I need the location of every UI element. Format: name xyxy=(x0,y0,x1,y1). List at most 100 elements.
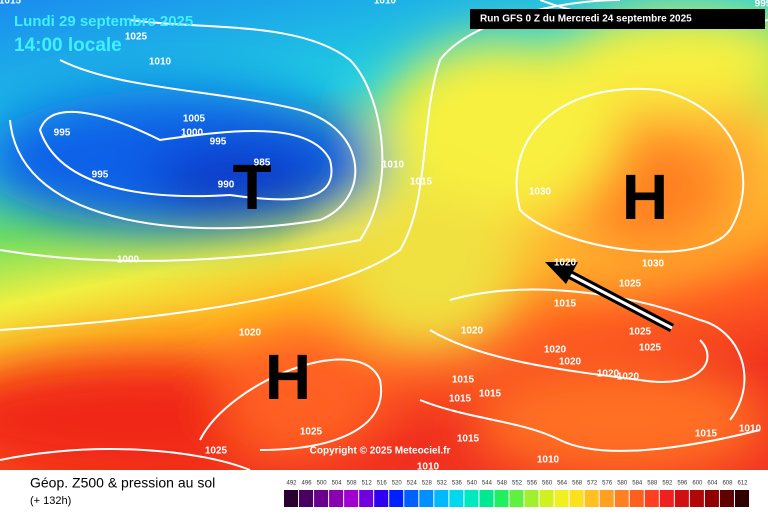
scale-cell xyxy=(734,490,749,507)
scale-cell xyxy=(674,490,689,507)
isobar-label: 990 xyxy=(218,180,235,191)
scale-label: 596 xyxy=(677,481,688,487)
scale-cell xyxy=(389,490,404,507)
scale-cell xyxy=(509,490,524,507)
scale-label: 592 xyxy=(662,481,673,487)
scale-label: 612 xyxy=(737,481,748,487)
scale-cell xyxy=(434,490,449,507)
isobar-label: 1020 xyxy=(617,372,640,383)
isobar-label: 1025 xyxy=(125,32,148,43)
scale-cell xyxy=(479,490,494,507)
scale-cell xyxy=(299,490,314,507)
scale-label: 540 xyxy=(467,481,478,487)
scale-label: 608 xyxy=(722,481,733,487)
pressure-system: H xyxy=(622,161,668,233)
run-box xyxy=(470,9,765,29)
scale-label: 508 xyxy=(347,481,358,487)
scale-label: 536 xyxy=(452,481,463,487)
scale-label: 588 xyxy=(647,481,658,487)
pressure-system: T xyxy=(232,151,271,223)
scale-label: 580 xyxy=(617,481,628,487)
isobar-label: 1010 xyxy=(382,160,405,171)
isobar-label: 1010 xyxy=(417,462,440,473)
scale-cell xyxy=(284,490,299,507)
scale-label: 604 xyxy=(707,481,718,487)
isobar-label: 1005 xyxy=(183,114,206,125)
scale-label: 584 xyxy=(632,481,643,487)
isobar-label: 1010 xyxy=(374,0,397,7)
scale-label: 572 xyxy=(587,481,598,487)
scale-label: 576 xyxy=(602,481,613,487)
scale-cell xyxy=(704,490,719,507)
isobar-label: 1025 xyxy=(639,343,662,354)
scale-label: 544 xyxy=(482,481,493,487)
map-background xyxy=(0,0,768,480)
run-info: Run GFS 0 Z du Mercredi 24 septembre 202… xyxy=(480,14,692,25)
isobar-label: 995 xyxy=(54,128,71,139)
scale-cell xyxy=(629,490,644,507)
isobar-label: 995 xyxy=(755,0,768,10)
scale-label: 520 xyxy=(392,481,403,487)
scale-label: 500 xyxy=(317,481,328,487)
isobar-label: 1010 xyxy=(739,424,762,435)
isobar-label: 1030 xyxy=(642,259,665,270)
scale-cell xyxy=(464,490,479,507)
scale-cell xyxy=(374,490,389,507)
forecast-date: Lundi 29 septembre 2025 xyxy=(14,13,193,30)
isobar-label: 1020 xyxy=(554,258,577,269)
scale-label: 556 xyxy=(527,481,538,487)
scale-cell xyxy=(599,490,614,507)
scale-cell xyxy=(569,490,584,507)
scale-label: 524 xyxy=(407,481,418,487)
isobar-label: 1015 xyxy=(410,177,433,188)
scale-label: 600 xyxy=(692,481,703,487)
isobar-label: 1000 xyxy=(181,128,204,139)
isobar-label: 1020 xyxy=(559,357,582,368)
scale-label: 564 xyxy=(557,481,568,487)
isobar-label: 1010 xyxy=(149,57,172,68)
scale-cell xyxy=(719,490,734,507)
scale-cell xyxy=(449,490,464,507)
copyright: Copyright © 2025 Meteociel.fr xyxy=(310,446,451,457)
isobar-label: 1020 xyxy=(239,328,262,339)
scale-label: 512 xyxy=(362,481,373,487)
scale-cell xyxy=(314,490,329,507)
scale-cell xyxy=(689,490,704,507)
scale-cell xyxy=(419,490,434,507)
scale-cell xyxy=(329,490,344,507)
scale-cell xyxy=(659,490,674,507)
isobar-label: 1015 xyxy=(452,375,475,386)
scale-cell xyxy=(344,490,359,507)
scale-label: 560 xyxy=(542,481,553,487)
scale-cell xyxy=(359,490,374,507)
isobar-label: 1030 xyxy=(529,187,552,198)
scale-label: 532 xyxy=(437,481,448,487)
isobar-label: 1020 xyxy=(461,326,484,337)
isobar-label: 1010 xyxy=(537,455,560,466)
isobar-label: 985 xyxy=(254,158,271,169)
scale-label: 496 xyxy=(302,481,313,487)
legend-subtitle: (+ 132h) xyxy=(30,495,71,507)
scale-label: 492 xyxy=(287,481,298,487)
scale-label: 528 xyxy=(422,481,433,487)
scale-cell xyxy=(404,490,419,507)
isobar-label: 1015 xyxy=(457,434,480,445)
isobar-label: 1025 xyxy=(300,427,323,438)
scale-label: 504 xyxy=(332,481,343,487)
scale-cell xyxy=(584,490,599,507)
isobar-label: 1015 xyxy=(449,394,472,405)
scale-cell xyxy=(524,490,539,507)
scale-label: 548 xyxy=(497,481,508,487)
isobar-label: 1025 xyxy=(629,327,652,338)
isobar-label: 1025 xyxy=(205,446,228,457)
scale-cell xyxy=(644,490,659,507)
legend-title: Géop. Z500 & pression au sol xyxy=(30,475,215,491)
scale-label: 552 xyxy=(512,481,523,487)
isobar-label: 1020 xyxy=(597,369,620,380)
forecast-time: 14:00 locale xyxy=(14,35,122,56)
scale-cell xyxy=(554,490,569,507)
scale-cell xyxy=(494,490,509,507)
scale-cell xyxy=(539,490,554,507)
pressure-system: H xyxy=(265,341,311,413)
